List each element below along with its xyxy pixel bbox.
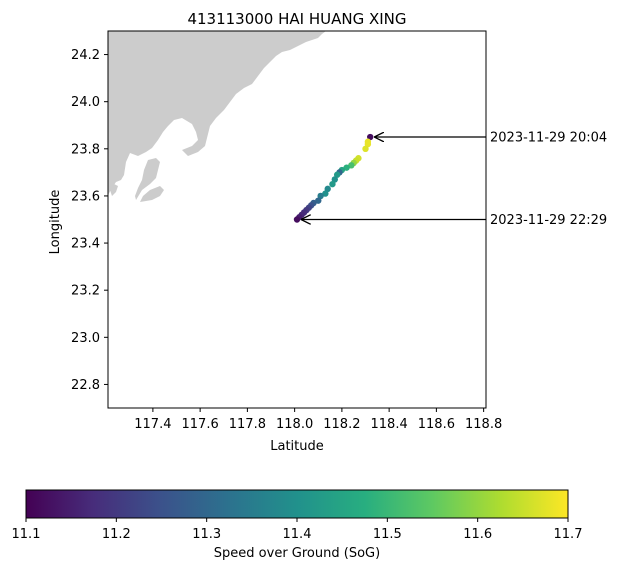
colorbar-tick-label: 11.4 — [283, 527, 312, 542]
colorbar-ticks: 11.1 11.2 11.3 11.4 11.5 11.6 11.7 — [12, 518, 583, 542]
land-island — [110, 184, 118, 196]
land-island — [135, 158, 160, 200]
x-tick-label: 118.6 — [418, 417, 455, 432]
colorbar: 11.1 11.2 11.3 11.4 11.5 11.6 11.7 Speed over … — [12, 489, 583, 561]
x-tick-label: 118.0 — [276, 417, 313, 432]
colorbar-tick-label: 11.5 — [373, 527, 402, 542]
colorbar-tick-label: 11.3 — [192, 527, 221, 542]
annotations: 2023-11-29 20:04 2023-11-29 22:29 — [301, 131, 607, 228]
track-point — [343, 164, 350, 171]
y-tick-label: 23.4 — [71, 237, 100, 252]
colorbar-tick-label: 11.2 — [102, 527, 131, 542]
y-tick-label: 23.8 — [71, 142, 100, 157]
y-tick-label: 23.0 — [71, 331, 100, 346]
track-point — [362, 145, 369, 153]
colorbar-gradient — [25, 489, 569, 519]
track-point — [293, 216, 301, 223]
y-axis-label: Longitude — [48, 190, 63, 255]
track-point — [331, 176, 338, 183]
colorbar-tick-label: 11.1 — [12, 527, 41, 542]
x-tick-label: 117.6 — [182, 417, 219, 432]
x-axis-label: Latitude — [270, 439, 324, 454]
y-tick-label: 24.2 — [71, 48, 100, 63]
y-tick-label: 22.8 — [71, 378, 100, 393]
track-point — [315, 197, 322, 204]
x-tick-label: 117.4 — [134, 417, 171, 432]
track-point — [317, 192, 324, 200]
y-axis-ticks: 22.8 23.0 23.2 23.4 23.6 23.8 24.0 24.2 — [71, 48, 108, 393]
colorbar-label: Speed over Ground (SoG) — [214, 546, 380, 561]
x-tick-label: 118.4 — [371, 417, 408, 432]
track-point — [333, 171, 341, 178]
colorbar-tick-label: 11.6 — [463, 527, 492, 542]
annotation-label: 2023-11-29 20:04 — [490, 131, 607, 146]
chart-title: 413113000 HAI HUANG XING — [187, 10, 406, 28]
track-point — [367, 133, 374, 141]
x-tick-label: 117.8 — [229, 417, 266, 432]
track-point — [324, 185, 331, 193]
x-tick-label: 118.8 — [465, 417, 502, 432]
land-island — [140, 186, 164, 202]
annotation-label: 2023-11-29 22:29 — [490, 213, 607, 228]
x-tick-label: 118.2 — [323, 417, 360, 432]
y-tick-label: 23.6 — [71, 189, 100, 204]
track-points — [293, 133, 374, 223]
track-point — [322, 190, 329, 197]
x-axis-ticks: 117.4 117.6 117.8 118.0 118.2 118.4 118.6 118.8 — [134, 408, 502, 432]
track-point — [364, 140, 372, 148]
y-tick-label: 24.0 — [71, 95, 100, 110]
track-point — [348, 162, 355, 169]
y-tick-label: 23.2 — [71, 284, 100, 299]
colorbar-tick-label: 11.7 — [554, 527, 583, 542]
track-point — [329, 180, 336, 188]
